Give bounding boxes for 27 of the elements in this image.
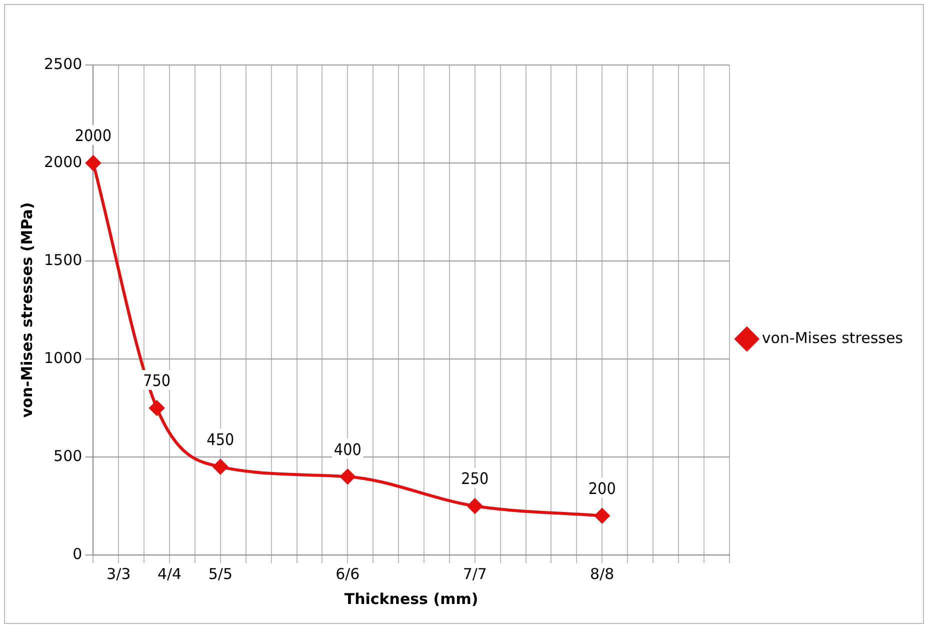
legend-label: von-Mises stresses (762, 328, 904, 347)
y-tick-label: 1500 (44, 250, 82, 269)
point (212, 459, 228, 474)
point (86, 156, 101, 170)
x-axis-title: Thickness (mm) (344, 590, 478, 608)
data-label: 400 (334, 440, 362, 459)
data-label: 250 (461, 469, 489, 488)
point (149, 400, 164, 416)
x-tick-label: 8/8 (590, 564, 614, 583)
data-label: 200 (588, 478, 616, 498)
x-tick-label: 5/5 (208, 564, 232, 583)
y-tick-label: 1000 (44, 348, 82, 367)
y-tick-label: 2500 (44, 54, 82, 73)
x-tick-label: 3/3 (106, 564, 131, 583)
x-tick-label: 7/7 (462, 564, 487, 583)
y-tick-label: 0 (72, 544, 82, 563)
point (340, 469, 356, 484)
y-tick-label: 500 (54, 446, 82, 465)
data-label: 450 (206, 430, 234, 449)
data-label: 2000 (74, 126, 112, 146)
x-tick-label: 4/4 (157, 564, 182, 583)
x-tick-label: 6/6 (336, 564, 360, 583)
data-label: 750 (143, 371, 171, 390)
point (594, 508, 610, 524)
y-axis-title: von-Mises stresses (MPa) (18, 202, 36, 418)
point (467, 498, 482, 514)
y-tick-label: 2000 (44, 152, 82, 171)
